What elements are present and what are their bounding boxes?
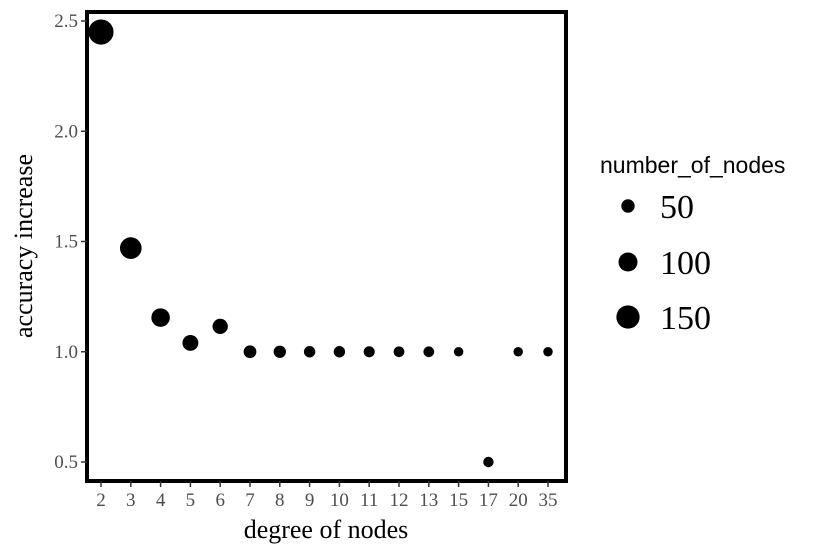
y-axis-title: accuracy increase [9, 154, 38, 338]
data-point [303, 346, 316, 358]
data-point [483, 456, 494, 468]
x-tick-label: 2 [96, 490, 106, 511]
y-tick-label: 1.5 [54, 232, 78, 253]
x-tick-label: 20 [509, 490, 528, 511]
data-point [88, 19, 114, 45]
x-tick-label: 4 [156, 490, 166, 511]
data-point [333, 346, 346, 358]
data-point [513, 347, 523, 357]
data-point [182, 334, 199, 351]
x-tick-label: 6 [215, 490, 225, 511]
legend-label: 100 [660, 245, 711, 282]
data-point [423, 346, 435, 358]
x-tick-label: 12 [390, 490, 409, 511]
y-tick-label: 2.0 [54, 121, 78, 142]
legend-label: 50 [660, 189, 694, 226]
x-tick-label: 15 [449, 490, 468, 511]
legend-label: 150 [660, 300, 711, 337]
data-point [273, 345, 286, 358]
x-tick-label: 7 [245, 490, 255, 511]
legend: number_of_nodes 50 100 150 [600, 152, 785, 337]
x-axis-title: degree of nodes [244, 515, 409, 544]
x-tick-label: 35 [539, 490, 558, 511]
y-tick-label: 1.0 [54, 342, 78, 363]
data-point [119, 237, 142, 259]
x-axis: 2 3 4 5 6 7 8 9 10 11 12 13 15 17 20 35 [96, 481, 558, 511]
y-axis: 0.5 1.0 1.5 2.0 2.5 [54, 11, 87, 473]
data-points [88, 19, 553, 468]
x-tick-label: 17 [479, 490, 498, 511]
y-tick-label: 0.5 [54, 452, 78, 473]
legend-key [621, 199, 635, 213]
plot-panel [85, 10, 568, 483]
x-tick-label: 5 [186, 490, 196, 511]
data-point [543, 347, 553, 357]
data-point [151, 308, 170, 327]
data-point [453, 347, 464, 357]
x-tick-label: 13 [419, 490, 438, 511]
data-point [363, 346, 375, 358]
legend-title: number_of_nodes [600, 152, 785, 178]
data-point [243, 345, 257, 359]
legend-key [618, 252, 638, 272]
data-point [393, 346, 405, 358]
x-tick-label: 9 [305, 490, 315, 511]
x-tick-label: 3 [126, 490, 136, 511]
x-tick-label: 11 [360, 490, 378, 511]
y-tick-label: 2.5 [54, 11, 78, 32]
legend-key [616, 305, 640, 329]
x-tick-label: 8 [275, 490, 285, 511]
data-point [212, 318, 228, 335]
x-tick-label: 10 [330, 490, 349, 511]
